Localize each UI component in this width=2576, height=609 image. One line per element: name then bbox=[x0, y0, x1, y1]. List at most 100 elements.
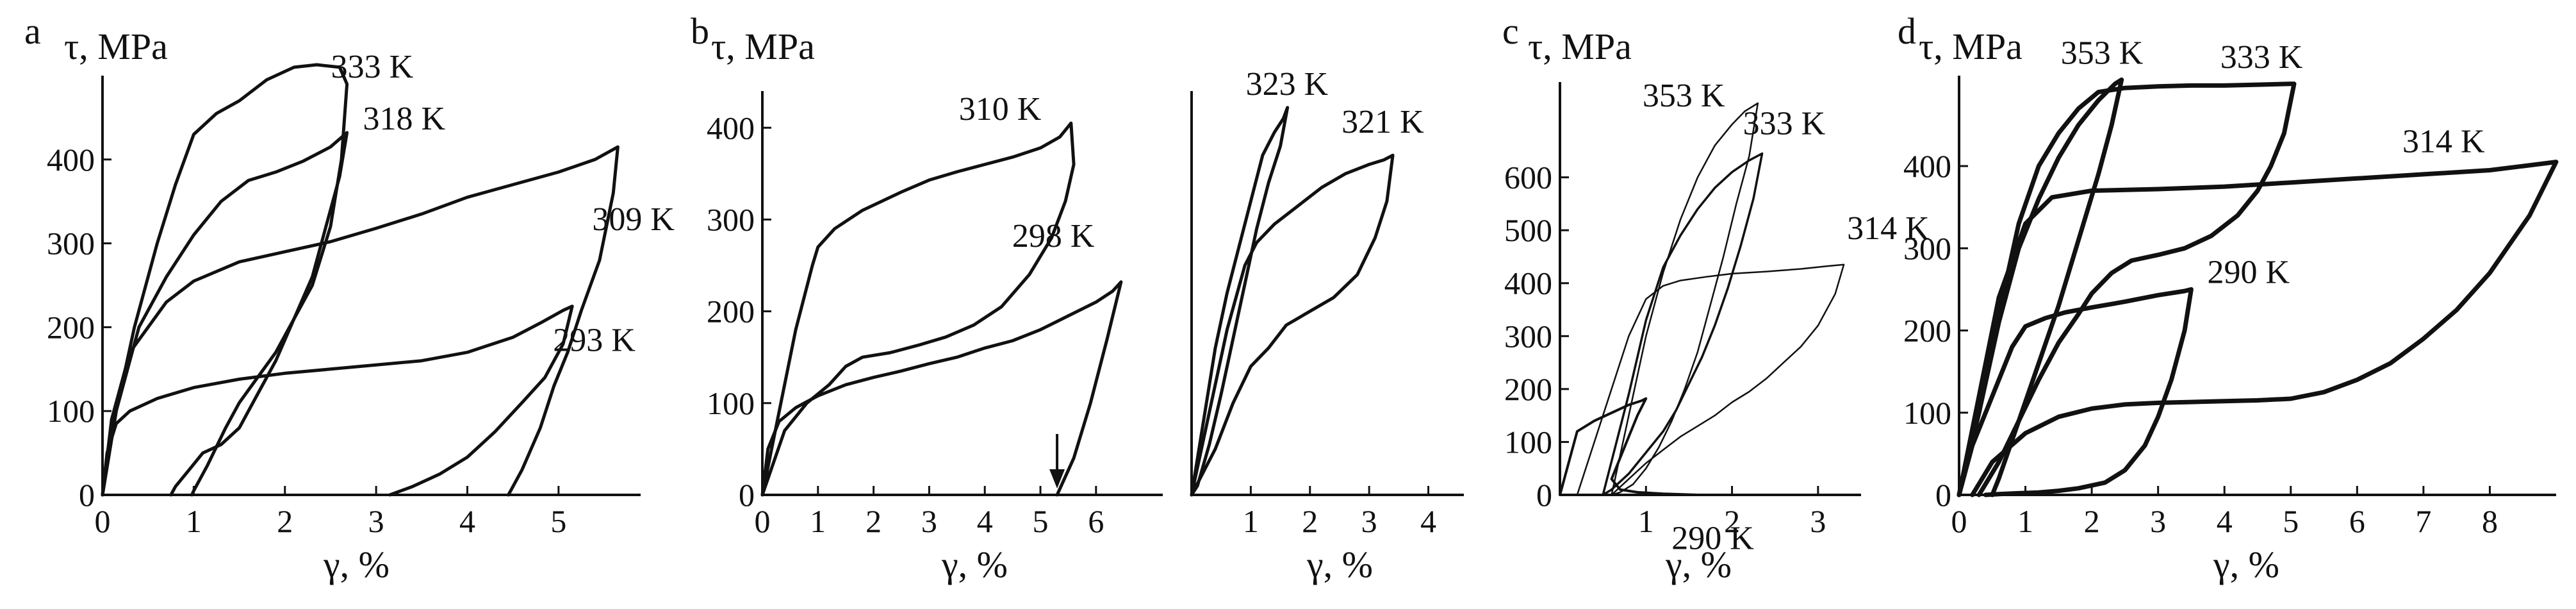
y-tick-label-a-3: 300 bbox=[47, 226, 95, 262]
x-tick-label-b-2: 2 bbox=[866, 503, 882, 539]
x-axis-title-b: γ, % bbox=[941, 544, 1008, 585]
series-label-c-0: 353 K bbox=[1643, 78, 1725, 114]
x-tick-label-d-7: 7 bbox=[2415, 503, 2431, 539]
panel-letter-d: d bbox=[1898, 10, 1916, 52]
x-tick-label-d-8: 8 bbox=[2482, 503, 2498, 539]
y-tick-label-d-1: 100 bbox=[1903, 395, 1951, 431]
x-tick-label-d-4: 4 bbox=[2217, 503, 2233, 539]
y-axis-title-a: τ, MPa bbox=[64, 26, 168, 67]
series-label-a-0: 333 K bbox=[331, 49, 414, 85]
series-label-a-2: 309 K bbox=[592, 201, 675, 238]
series-label-c-1: 333 K bbox=[1743, 105, 1826, 142]
x-tick-label-a-1: 1 bbox=[186, 503, 202, 539]
x-tick-label-a-4: 4 bbox=[459, 503, 475, 539]
x-tick-label-d-1: 1 bbox=[2017, 503, 2033, 539]
x-tick-label-b-6: 6 bbox=[1088, 503, 1104, 539]
y-tick-label-b-1: 100 bbox=[707, 385, 755, 421]
series-label-b-right-0: 323 K bbox=[1246, 66, 1329, 103]
series-d-333k bbox=[1957, 81, 2297, 497]
y-tick-label-c-4: 400 bbox=[1504, 265, 1552, 301]
series-a-309k bbox=[101, 145, 619, 497]
y-tick-label-c-2: 200 bbox=[1504, 371, 1552, 407]
series-label-d-3: 290 K bbox=[2207, 254, 2290, 290]
y-tick-label-d-0: 0 bbox=[1935, 477, 1951, 513]
y-tick-label-c-0: 0 bbox=[1536, 477, 1552, 513]
y-tick-label-d-4: 400 bbox=[1903, 148, 1951, 184]
x-tick-label-b-right-1: 2 bbox=[1302, 503, 1318, 539]
x-tick-label-b-5: 5 bbox=[1033, 503, 1049, 539]
y-tick-label-a-0: 0 bbox=[79, 477, 95, 513]
series-d-314k bbox=[1957, 160, 2559, 497]
plot-b-right: 1 2 3 4 323 K 321 K bbox=[1190, 66, 1464, 539]
series-d-290k bbox=[1957, 287, 2194, 497]
x-tick-label-d-5: 5 bbox=[2283, 503, 2299, 539]
panel-a: a τ, MPa γ, % bbox=[24, 10, 390, 585]
series-c-290k bbox=[1559, 397, 1734, 496]
x-tick-label-b-right-3: 4 bbox=[1420, 503, 1436, 539]
series-label-b-0: 310 K bbox=[959, 91, 1042, 128]
y-tick-label-c-6: 600 bbox=[1504, 160, 1552, 196]
series-label-a-1: 318 K bbox=[363, 101, 446, 137]
series-c-314k bbox=[1576, 263, 1845, 496]
x-tick-label-a-2: 2 bbox=[277, 503, 293, 539]
y-tick-label-b-2: 200 bbox=[707, 294, 755, 330]
series-a-293k bbox=[101, 304, 574, 497]
series-d-353k bbox=[1957, 77, 2124, 497]
y-tick-label-b-4: 400 bbox=[707, 110, 755, 146]
x-axis-title-a: γ, % bbox=[323, 544, 390, 585]
x-tick-label-c-1: 2 bbox=[1724, 503, 1740, 539]
series-label-d-2: 314 K bbox=[2402, 124, 2485, 160]
x-tick-label-a-0: 0 bbox=[95, 503, 111, 539]
arrow-head-b bbox=[1049, 469, 1065, 488]
panel-c: c τ, MPa γ, % bbox=[1502, 10, 1732, 585]
series-a-333k bbox=[101, 63, 349, 497]
x-tick-label-d-6: 6 bbox=[2349, 503, 2365, 539]
x-axis-title-b-right: γ, % bbox=[1306, 544, 1373, 585]
x-axis-title-d: γ, % bbox=[2213, 544, 2279, 585]
series-a-318k bbox=[101, 131, 349, 497]
plot-c: 1 2 3 0 100 200 300 400 500 600 353 K 333 K 314 K 290… bbox=[1504, 78, 1930, 557]
series-b-right-323k bbox=[1190, 106, 1290, 497]
series-label-b-right-1: 321 K bbox=[1341, 104, 1424, 140]
x-tick-label-b-3: 3 bbox=[921, 503, 937, 539]
series-b-310k bbox=[760, 121, 1076, 497]
x-tick-label-d-2: 2 bbox=[2084, 503, 2100, 539]
panel-letter-b: b bbox=[691, 10, 709, 52]
y-tick-label-c-5: 500 bbox=[1504, 212, 1552, 248]
y-tick-label-b-0: 0 bbox=[739, 477, 755, 513]
x-tick-label-b-right-0: 1 bbox=[1243, 503, 1259, 539]
y-tick-label-a-4: 400 bbox=[47, 142, 95, 178]
panel-b: b τ, MPa γ, % γ, % bbox=[691, 10, 1373, 585]
x-tick-label-a-5: 5 bbox=[550, 503, 566, 539]
y-axis-title-d: τ, MPa bbox=[1919, 26, 2022, 67]
series-label-c-3: 290 K bbox=[1671, 521, 1754, 557]
x-tick-label-b-0: 0 bbox=[755, 503, 771, 539]
series-c-353k bbox=[1611, 102, 1759, 496]
panel-letter-c: c bbox=[1502, 10, 1519, 52]
y-tick-label-c-1: 100 bbox=[1504, 424, 1552, 460]
x-tick-label-b-4: 4 bbox=[977, 503, 993, 539]
series-c-333k bbox=[1602, 152, 1764, 496]
panel-d: d τ, MPa γ, % bbox=[1898, 10, 2279, 585]
panel-letter-a: a bbox=[24, 10, 41, 52]
x-tick-label-c-2: 3 bbox=[1810, 503, 1826, 539]
plot-a: 0 1 2 3 4 5 0 100 200 300 400 333 K 318 K 309 K 293 K bbox=[47, 49, 675, 539]
y-tick-label-a-2: 200 bbox=[47, 309, 95, 345]
y-axis-title-b: τ, MPa bbox=[711, 26, 815, 67]
series-label-d-1: 333 K bbox=[2220, 39, 2303, 76]
x-tick-label-d-0: 0 bbox=[1951, 503, 1967, 539]
series-label-b-1: 298 K bbox=[1012, 218, 1095, 254]
x-tick-label-d-3: 3 bbox=[2150, 503, 2166, 539]
series-label-a-3: 293 K bbox=[553, 322, 636, 359]
x-tick-label-b-right-2: 3 bbox=[1361, 503, 1377, 539]
plot-d: 0 1 2 3 4 5 6 7 8 0 100 200 300 400 353 K 333 K 314 K 290… bbox=[1903, 35, 2559, 539]
y-tick-label-d-2: 200 bbox=[1903, 313, 1951, 349]
y-tick-label-d-3: 300 bbox=[1903, 230, 1951, 266]
x-tick-label-a-3: 3 bbox=[368, 503, 384, 539]
y-tick-label-b-3: 300 bbox=[707, 201, 755, 237]
x-tick-label-c-0: 1 bbox=[1638, 503, 1654, 539]
series-label-c-2: 314 K bbox=[1847, 210, 1930, 247]
series-label-d-0: 353 K bbox=[2061, 35, 2144, 71]
